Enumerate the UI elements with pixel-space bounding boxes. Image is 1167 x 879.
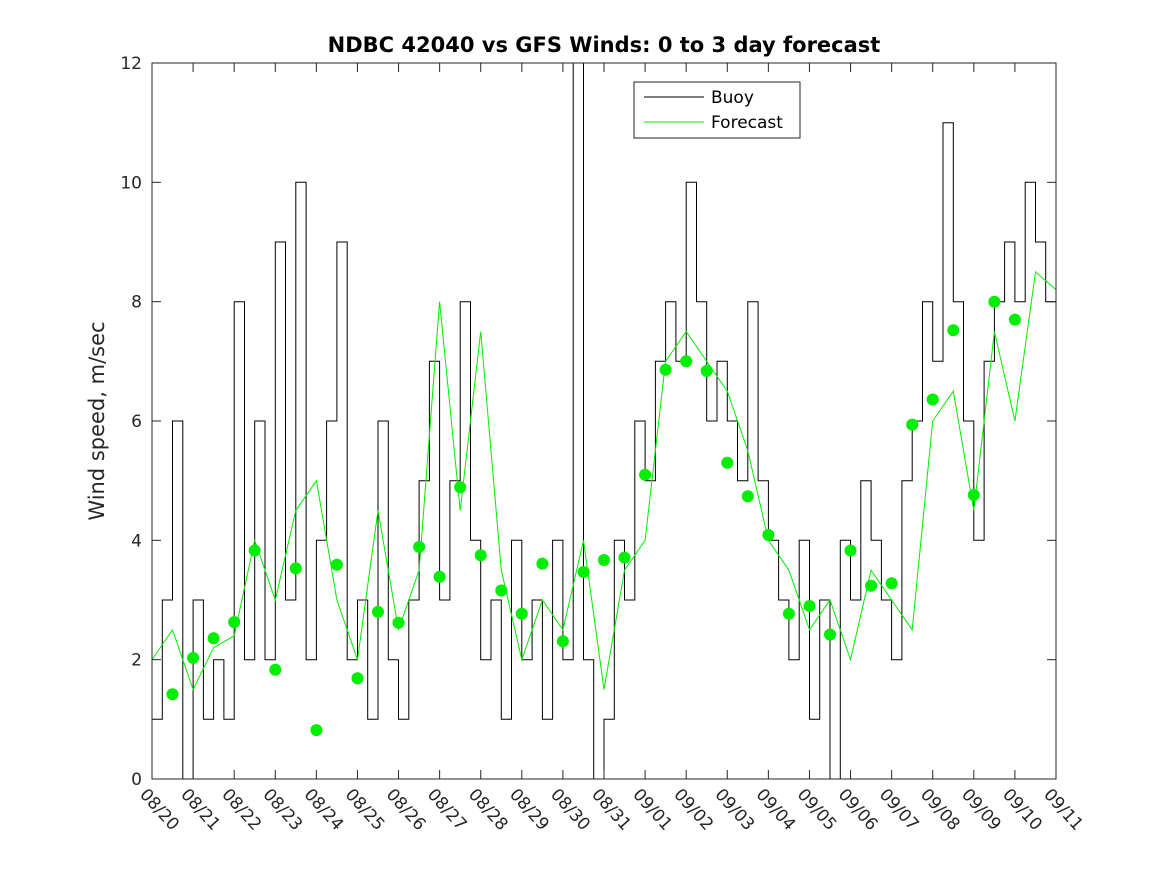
forecast-marker — [248, 544, 261, 557]
forecast-marker — [844, 544, 857, 557]
forecast-marker — [372, 605, 384, 618]
y-axis-label: Wind speed, m/sec — [85, 321, 109, 520]
legend-forecast-label: Forecast — [711, 113, 783, 133]
forecast-marker — [988, 295, 1001, 308]
forecast-marker — [865, 579, 878, 592]
markers-layer — [166, 295, 1021, 737]
forecast-marker — [782, 607, 795, 620]
forecast-marker — [659, 363, 672, 376]
y-tick-label: 10 — [120, 173, 142, 193]
forecast-marker — [947, 324, 960, 337]
forecast-marker — [618, 551, 631, 564]
forecast-marker — [269, 663, 282, 676]
legend: Buoy Forecast — [633, 81, 801, 139]
legend-buoy-label: Buoy — [711, 88, 754, 108]
forecast-marker — [166, 688, 179, 701]
forecast-series-line — [152, 270, 1056, 691]
forecast-marker — [207, 632, 220, 645]
forecast-marker — [556, 635, 569, 648]
forecast-marker — [413, 540, 426, 553]
forecast-marker — [721, 456, 734, 469]
y-tick-label: 2 — [131, 651, 142, 671]
y-tick-label: 12 — [120, 54, 142, 74]
forecast-marker — [187, 651, 200, 664]
y-tick-label: 4 — [131, 531, 142, 551]
forecast-marker — [330, 558, 343, 571]
forecast-marker — [885, 577, 898, 590]
y-tick-label: 0 — [131, 770, 142, 790]
forecast-marker — [967, 489, 980, 501]
forecast-marker — [700, 364, 713, 377]
forecast-marker — [598, 554, 610, 566]
forecast-marker — [1008, 313, 1021, 326]
forecast-marker — [906, 418, 919, 431]
forecast-marker — [495, 584, 508, 597]
forecast-marker — [289, 562, 302, 575]
forecast-marker — [824, 628, 836, 641]
forecast-marker — [926, 393, 939, 406]
forecast-marker — [474, 549, 487, 562]
forecast-marker — [639, 468, 652, 481]
forecast-marker — [228, 616, 241, 629]
forecast-marker — [762, 529, 775, 541]
forecast-marker — [392, 616, 405, 629]
buoy-series-line — [152, 63, 1056, 779]
forecast-marker — [803, 600, 816, 612]
forecast-marker — [351, 672, 364, 685]
y-tick-label: 8 — [131, 293, 142, 313]
legend-box — [633, 81, 801, 139]
chart-title: NDBC 42040 vs GFS Winds: 0 to 3 day fore… — [328, 33, 881, 57]
forecast-marker — [577, 566, 590, 578]
forecast-marker — [536, 557, 549, 570]
y-tick-label: 6 — [131, 412, 142, 432]
forecast-marker — [433, 570, 446, 583]
series-layer — [152, 63, 1056, 779]
forecast-marker — [515, 607, 528, 620]
forecast-marker — [741, 490, 754, 503]
forecast-marker — [454, 481, 467, 494]
forecast-marker — [310, 724, 323, 737]
forecast-marker — [680, 355, 693, 368]
